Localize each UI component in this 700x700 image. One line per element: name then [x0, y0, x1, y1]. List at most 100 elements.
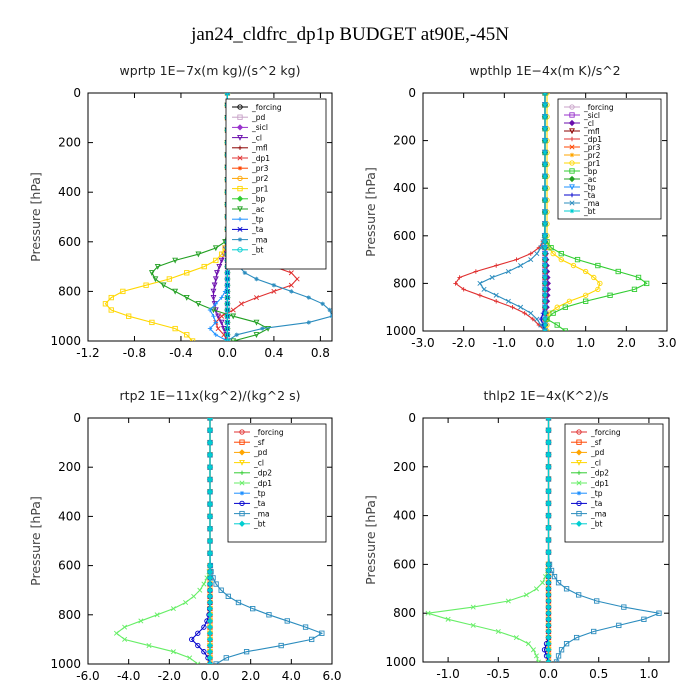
legend-marker	[569, 200, 575, 206]
data-point	[535, 659, 541, 662]
data-point	[542, 245, 548, 250]
data-point	[319, 630, 325, 636]
data-point	[138, 618, 144, 624]
data-point	[102, 301, 109, 307]
data-point	[545, 640, 552, 647]
legend-label: _bp	[583, 167, 598, 176]
x-tick-label: -1.0	[436, 667, 459, 681]
data-point	[542, 102, 548, 108]
data-point	[250, 606, 256, 612]
data-point	[195, 251, 202, 258]
legend-label: _ac	[583, 175, 596, 184]
data-point	[170, 649, 176, 655]
data-point	[213, 581, 219, 587]
data-point	[563, 586, 570, 592]
legend-label: _tp	[253, 489, 266, 498]
data-point	[558, 256, 564, 263]
data-point	[149, 319, 155, 326]
data-point	[542, 162, 548, 167]
panel-1: wprtp 1E−7x(m kg)/(s^2 kg) Pressure [hPa]…	[28, 63, 333, 360]
data-point	[224, 301, 231, 307]
data-point	[505, 598, 511, 604]
data-point	[545, 536, 552, 544]
data-point	[201, 581, 207, 587]
y-tick-label: 400	[58, 509, 81, 523]
x-tick-label: -2.0	[452, 336, 475, 350]
data-point	[542, 233, 548, 238]
x-tick-label: 4.0	[282, 669, 301, 683]
legend-marker	[237, 237, 243, 242]
legend-marker	[239, 459, 245, 466]
data-point	[545, 561, 552, 568]
data-point	[184, 332, 190, 338]
data-point	[219, 295, 224, 300]
legend-label: _ta	[251, 225, 263, 234]
x-tick-label: -2.0	[158, 669, 181, 683]
legend-label: _pr1	[251, 184, 269, 193]
data-point	[494, 263, 499, 268]
data-point	[554, 322, 560, 328]
data-point	[545, 488, 552, 495]
data-point	[518, 263, 524, 269]
data-point	[505, 298, 511, 304]
legend-marker	[569, 136, 575, 142]
legend-label: _sf	[253, 438, 265, 447]
legend-marker	[569, 192, 575, 198]
legend-label: _pr2	[583, 151, 601, 160]
data-point	[574, 256, 581, 263]
legend-marker	[237, 206, 243, 213]
data-point	[542, 293, 548, 298]
legend-marker	[569, 184, 575, 191]
data-point	[108, 294, 114, 301]
x-tick-label: 2.0	[241, 669, 260, 683]
data-point	[327, 307, 332, 313]
legend-marker	[569, 208, 575, 214]
legend-label: _dp1	[253, 479, 272, 488]
data-point	[206, 599, 214, 606]
data-point	[597, 280, 603, 287]
data-point	[320, 301, 325, 306]
data-point	[545, 524, 552, 531]
series-line-ma	[479, 93, 546, 331]
data-point	[288, 270, 294, 276]
data-point	[563, 641, 570, 647]
data-point	[575, 592, 582, 598]
data-point	[558, 250, 564, 257]
legend-marker	[568, 175, 576, 183]
data-point	[542, 316, 548, 322]
legend-marker	[575, 449, 583, 456]
data-point	[146, 643, 152, 649]
y-axis-label: Pressure [hPa]	[363, 495, 378, 585]
data-point	[206, 593, 214, 600]
data-point	[218, 257, 225, 264]
legend-label: _ma	[253, 509, 270, 518]
legend-marker	[576, 510, 582, 517]
data-point	[306, 295, 311, 300]
legend-marker	[239, 510, 245, 517]
legend: _forcing_sf_pd_cl _dp2_dp1_tp_ta_ma _bt	[227, 423, 327, 543]
data-point	[607, 292, 613, 298]
x-tick-label: 3.0	[657, 336, 676, 350]
data-point	[206, 513, 214, 520]
data-point	[218, 319, 225, 326]
data-point	[545, 512, 552, 519]
series-group	[425, 418, 662, 662]
y-axis-label: Pressure [hPa]	[363, 167, 378, 257]
legend-label: _ma	[590, 509, 607, 518]
legend-marker	[576, 480, 582, 486]
legend-label: _ac	[251, 205, 264, 214]
x-tick-label: -0.8	[123, 346, 146, 360]
data-point	[254, 276, 259, 282]
data-point	[224, 307, 231, 313]
data-point	[170, 606, 176, 612]
data-point	[206, 642, 214, 649]
legend-label: _tp	[251, 215, 264, 224]
legend-marker	[576, 470, 582, 475]
data-point	[122, 624, 128, 630]
data-point	[545, 439, 552, 446]
y-tick-label: 800	[393, 276, 416, 290]
data-point	[187, 655, 193, 661]
panel-title: thlp2 1E−4x(K^2)/s	[484, 388, 609, 403]
y-tick-label: 400	[393, 181, 416, 195]
legend-label: _ma	[251, 235, 268, 244]
